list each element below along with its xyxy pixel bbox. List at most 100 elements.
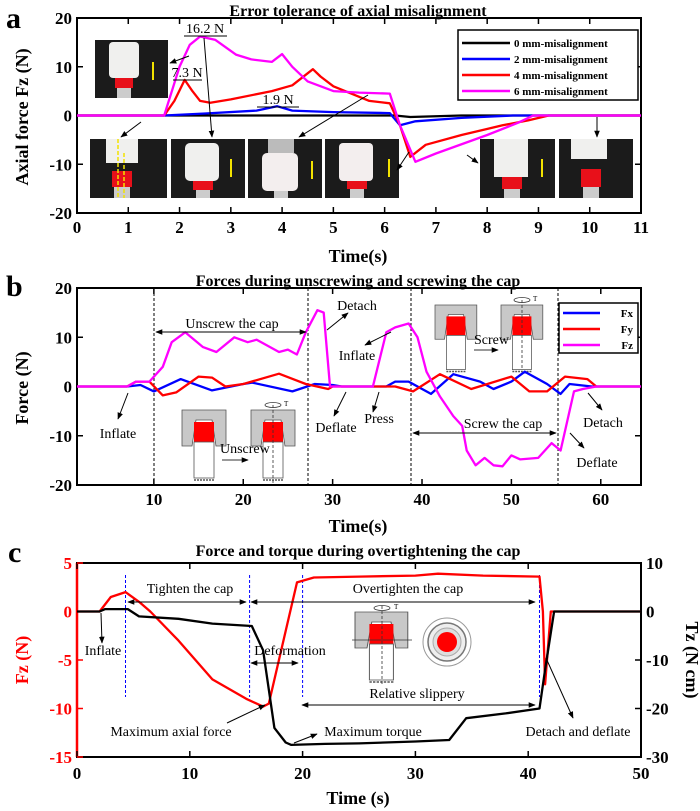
series-fz [77, 309, 641, 468]
photo-4 [325, 139, 399, 198]
legend-entry: 6 mm-misalignment [514, 86, 608, 98]
unscrew-diagram: T Unscrew [181, 400, 296, 485]
x-tick-label: 10 [581, 218, 598, 237]
annotation-detach-2: Detach [583, 416, 623, 431]
legend-entry: Fy [621, 324, 634, 336]
chart-c-xlabel: Time (s) [326, 788, 389, 809]
torque-symbol: T [394, 603, 399, 611]
x-tick-label: 50 [633, 764, 650, 783]
annotation-deflate-1: Deflate [315, 421, 356, 436]
annotation-tighten: Tighten the cap [147, 582, 234, 597]
x-tick-label: 20 [294, 764, 311, 783]
chart-b-ylabel: Force (N) [12, 351, 33, 424]
y-tick-label: 10 [55, 328, 72, 347]
panel-label-c: c [8, 536, 21, 569]
y-tick-label: 0 [64, 107, 73, 126]
y-tick-label: -20 [49, 476, 72, 495]
x-tick-label: 6 [380, 218, 389, 237]
panel-label-a: a [6, 2, 21, 35]
x-tick-label: 8 [483, 218, 492, 237]
series-tz [77, 607, 641, 747]
y-tick-label: 0 [64, 378, 73, 397]
chart-c-ylabel-right: Tz (N cm) [681, 622, 700, 699]
photo-3 [248, 139, 322, 198]
x-tick-label: 4 [278, 218, 287, 237]
annotation-arrows-c [98, 599, 574, 744]
annotation-max-torque: Maximum torque [324, 725, 422, 740]
series-fx [77, 370, 641, 396]
annotation-arrows-a [120, 37, 600, 171]
y-tick-label: -10 [49, 427, 72, 446]
legend-entry: Fz [621, 340, 633, 352]
x-tick-label: 10 [181, 764, 198, 783]
chart-b-series [77, 309, 641, 468]
x-tick-label: 50 [503, 490, 520, 509]
legend-b: Fx Fy Fz [558, 302, 639, 354]
series-fz [77, 572, 641, 708]
chart-c-title: Force and torque during overtightening t… [196, 543, 521, 560]
unscrew-label: Unscrew [220, 442, 271, 457]
annotation-1-9n: 1.9 N [262, 93, 293, 108]
annotation-max-axial-force: Maximum axial force [110, 725, 231, 740]
x-tick-label: 3 [227, 218, 236, 237]
annotation-arrows-b [117, 312, 603, 449]
photo-top-left [95, 40, 168, 98]
annotation-overtighten: Overtighten the cap [353, 582, 463, 597]
annotation-16-2n: 16.2 N [186, 22, 224, 37]
phase-dividers-c [125, 575, 540, 697]
photo-2 [171, 139, 245, 198]
photo-1 [90, 139, 167, 198]
chart-b-title: Forces during unscrewing and screwing th… [196, 273, 521, 290]
y-tick-label: 0 [64, 603, 73, 622]
y-tick-label: -10 [49, 700, 72, 719]
annotation-inflate: Inflate [85, 644, 122, 659]
chart-a-ylabel: Axial force Fz (N) [12, 48, 33, 185]
y-tick-label: -15 [49, 748, 72, 767]
x-tick-label: 0 [73, 218, 82, 237]
torque-symbol: T [284, 400, 289, 408]
chart-c-ylabel-left: Fz (N) [12, 636, 33, 684]
legend-entry: 4 mm-misalignment [514, 70, 608, 82]
x-tick-label: 7 [432, 218, 441, 237]
annotation-deflate-2: Deflate [576, 456, 617, 471]
annotation-detach-1: Detach [337, 299, 377, 314]
screw-label: Screw [474, 333, 510, 348]
legend-entry: 0 mm-misalignment [514, 38, 608, 50]
x-tick-label: 2 [175, 218, 184, 237]
annotation-inflate-2: Inflate [339, 349, 376, 364]
y-tick-label: -10 [49, 155, 72, 174]
x-tick-label: 0 [73, 764, 82, 783]
y-right-tick-label: 0 [646, 603, 655, 622]
x-tick-label: 9 [534, 218, 543, 237]
legend-entry: Fx [621, 308, 634, 320]
y-right-tick-label: -10 [646, 651, 669, 670]
panel-label-b: b [6, 270, 23, 303]
y-tick-label: 10 [55, 58, 72, 77]
annotation-press: Press [364, 412, 394, 427]
x-tick-label: 20 [235, 490, 252, 509]
x-tick-label: 40 [520, 764, 537, 783]
phase-dividers-b [153, 288, 559, 485]
x-tick-label: 11 [633, 218, 649, 237]
screw-diagram: T Screw [434, 295, 544, 373]
x-tick-label: 60 [592, 490, 609, 509]
annotation-relative-slippery: Relative slippery [369, 687, 464, 702]
series-fy [77, 372, 641, 397]
chart-b-xlabel: Time(s) [329, 516, 388, 537]
annotation-deformation: Deformation [254, 644, 326, 659]
annotation-7-3n: 7.3 N [171, 66, 202, 81]
annotation-detach-deflate: Detach and deflate [526, 725, 631, 740]
chart-a-title: Error tolerance of axial misalignment [229, 3, 487, 20]
series-6-mm-misalignment [77, 35, 641, 163]
series-4-mm-misalignment [77, 68, 641, 159]
x-tick-label: 10 [145, 490, 162, 509]
panel-b: b Forces during unscrewing and screwing … [6, 270, 642, 537]
y-tick-label: 5 [64, 554, 73, 573]
photo-5 [480, 139, 555, 198]
x-tick-label: 40 [414, 490, 431, 509]
legend-entry: 2 mm-misalignment [514, 54, 608, 66]
overtighten-diagram: T [352, 603, 472, 686]
annotation-unscrew-cap: Unscrew the cap [185, 317, 278, 332]
